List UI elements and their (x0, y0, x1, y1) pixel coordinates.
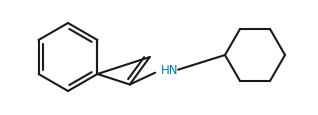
Text: HN: HN (160, 64, 178, 76)
